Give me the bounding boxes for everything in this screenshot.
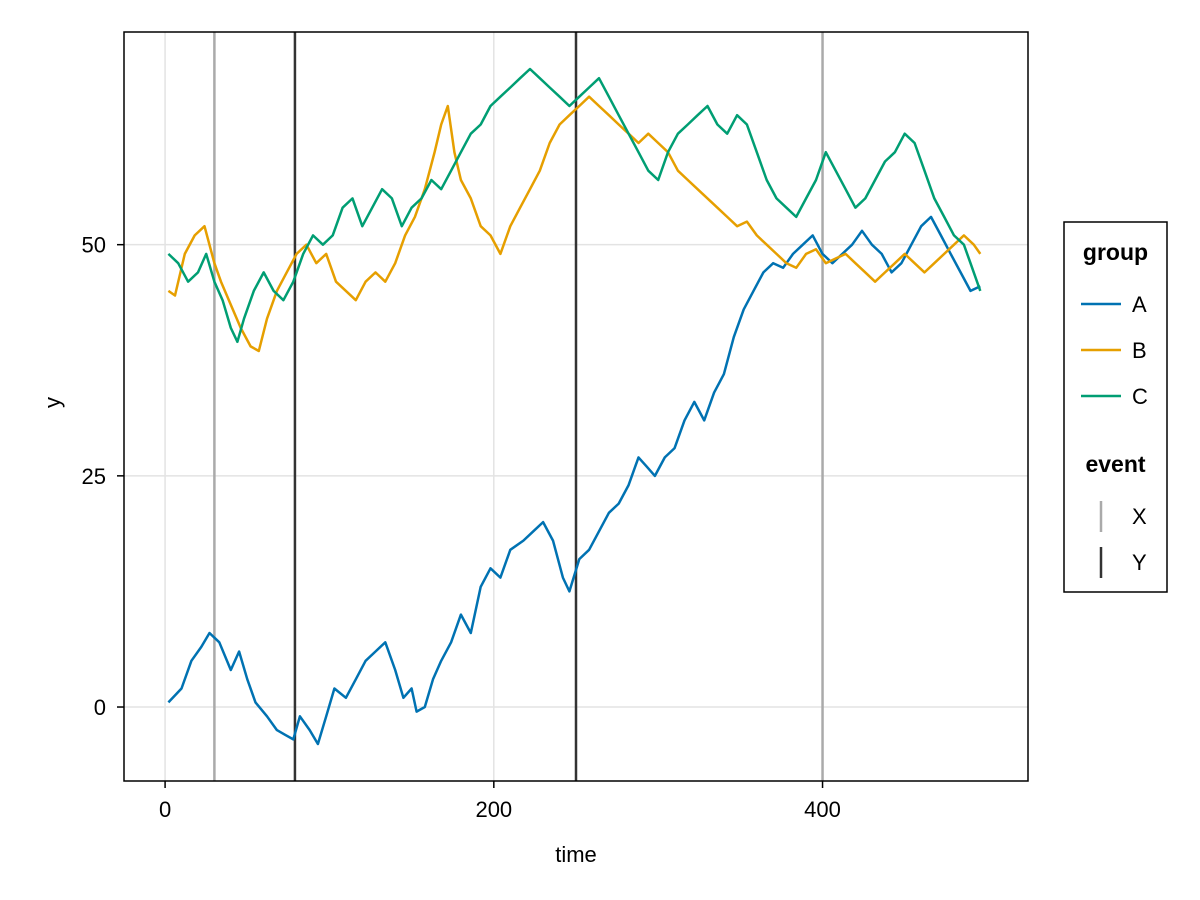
legend-label-x: X [1132, 504, 1147, 529]
series-line-b [167, 95, 982, 353]
legend-label-y: Y [1132, 550, 1147, 575]
event-lines [213, 32, 824, 781]
series-line-c [167, 67, 982, 344]
axis-ticks: 0 200 400 0 25 50 [82, 233, 841, 822]
legend-label-a: A [1132, 292, 1147, 317]
legend-label-c: C [1132, 384, 1148, 409]
y-axis-label: y [40, 397, 65, 408]
y-tick-label: 25 [82, 464, 106, 489]
x-tick-label: 400 [804, 797, 841, 822]
x-tick-label: 200 [475, 797, 512, 822]
y-tick-label: 0 [94, 695, 106, 720]
series-lines [167, 67, 982, 746]
legend-title-event: event [1085, 451, 1145, 477]
legend-label-b: B [1132, 338, 1147, 363]
legend-box [1063, 221, 1168, 593]
legend-title-group: group [1083, 239, 1148, 265]
x-axis-label: time [555, 842, 597, 867]
x-tick-label: 0 [159, 797, 171, 822]
plot-frame [123, 31, 1029, 782]
y-tick-label: 50 [82, 233, 106, 258]
